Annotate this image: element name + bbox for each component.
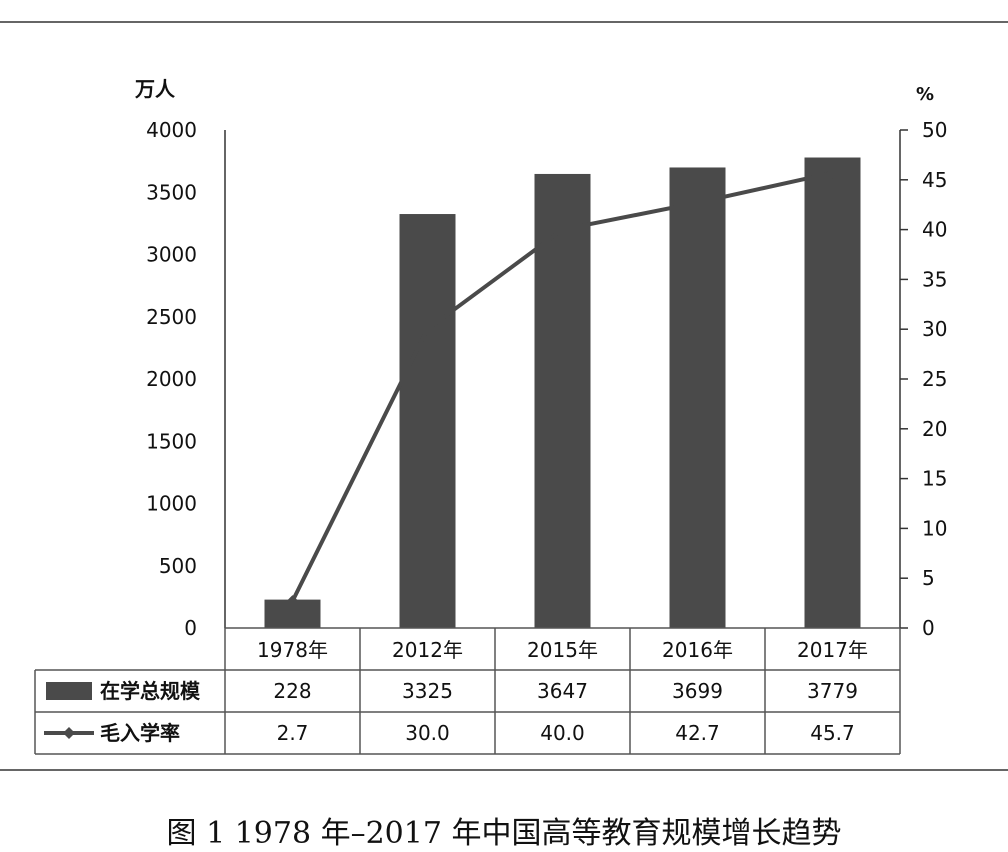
y-left-tick-label: 4000: [146, 118, 197, 142]
y-right-tick-label: 30: [922, 317, 947, 341]
line-point: [691, 196, 704, 209]
line-point: [556, 223, 569, 236]
y-right-tick-label: 5: [922, 566, 935, 590]
y-right-tick-label: 45: [922, 168, 947, 192]
y-right-tick-label: 35: [922, 267, 947, 291]
y-left-tick-label: 1000: [146, 492, 197, 516]
table-cell-bar-value: 228: [273, 679, 311, 703]
table-cell-line-value: 45.7: [810, 721, 855, 745]
y-right-tick-label: 20: [922, 417, 947, 441]
y-left-tick-label: 500: [159, 554, 197, 578]
table-cell-bar-value: 3647: [537, 679, 588, 703]
x-category-label: 2012年: [392, 638, 463, 662]
legend-line-label: 毛入学率: [100, 721, 180, 745]
table-cell-bar-value: 3699: [672, 679, 723, 703]
y-left-tick-label: 3000: [146, 243, 197, 267]
chart: 万人 % 0 500 1000 1500 2000 2500 3000 3500 4000 0 5 10 1…: [0, 21, 1008, 771]
legend-bar-label: 在学总规模: [100, 679, 201, 703]
figure-caption: 图 1 1978 年–2017 年中国高等教育规模增长趋势: [166, 816, 842, 851]
legend-line-marker: [63, 727, 75, 739]
line-point: [421, 323, 434, 336]
table-cell-line-value: 40.0: [540, 721, 585, 745]
x-category-label: 1978年: [257, 638, 328, 662]
line-point: [826, 166, 839, 179]
y-left-tick-label: 2000: [146, 367, 197, 391]
y-left-tick-label: 0: [184, 616, 197, 640]
x-category-label: 2016年: [662, 638, 733, 662]
y-right-tick-label: 15: [922, 467, 947, 491]
y-right-tick-label: 0: [922, 616, 935, 640]
x-category-label: 2015年: [527, 638, 598, 662]
y-right-unit: %: [916, 84, 934, 105]
y-right-tick-label: 10: [922, 516, 947, 540]
y-left-unit: 万人: [134, 77, 176, 101]
table-cell-line-value: 2.7: [277, 721, 309, 745]
table-cell-bar-value: 3325: [402, 679, 453, 703]
y-left-tick-label: 3500: [146, 180, 197, 204]
legend-bar-swatch: [46, 682, 92, 700]
table-cell-bar-value: 3779: [807, 679, 858, 703]
line-point: [286, 595, 299, 608]
x-category-label: 2017年: [797, 638, 868, 662]
bar: [399, 214, 456, 628]
bar: [804, 157, 861, 628]
table-cell-line-value: 42.7: [675, 721, 720, 745]
table-cell-line-value: 30.0: [405, 721, 450, 745]
y-right-tick-label: 40: [922, 218, 947, 242]
bar: [669, 167, 726, 629]
y-right-tick-label: 25: [922, 367, 947, 391]
bar: [534, 173, 591, 629]
y-right-tick-label: 50: [922, 118, 947, 142]
y-left-tick-label: 2500: [146, 305, 197, 329]
y-left-tick-label: 1500: [146, 429, 197, 453]
